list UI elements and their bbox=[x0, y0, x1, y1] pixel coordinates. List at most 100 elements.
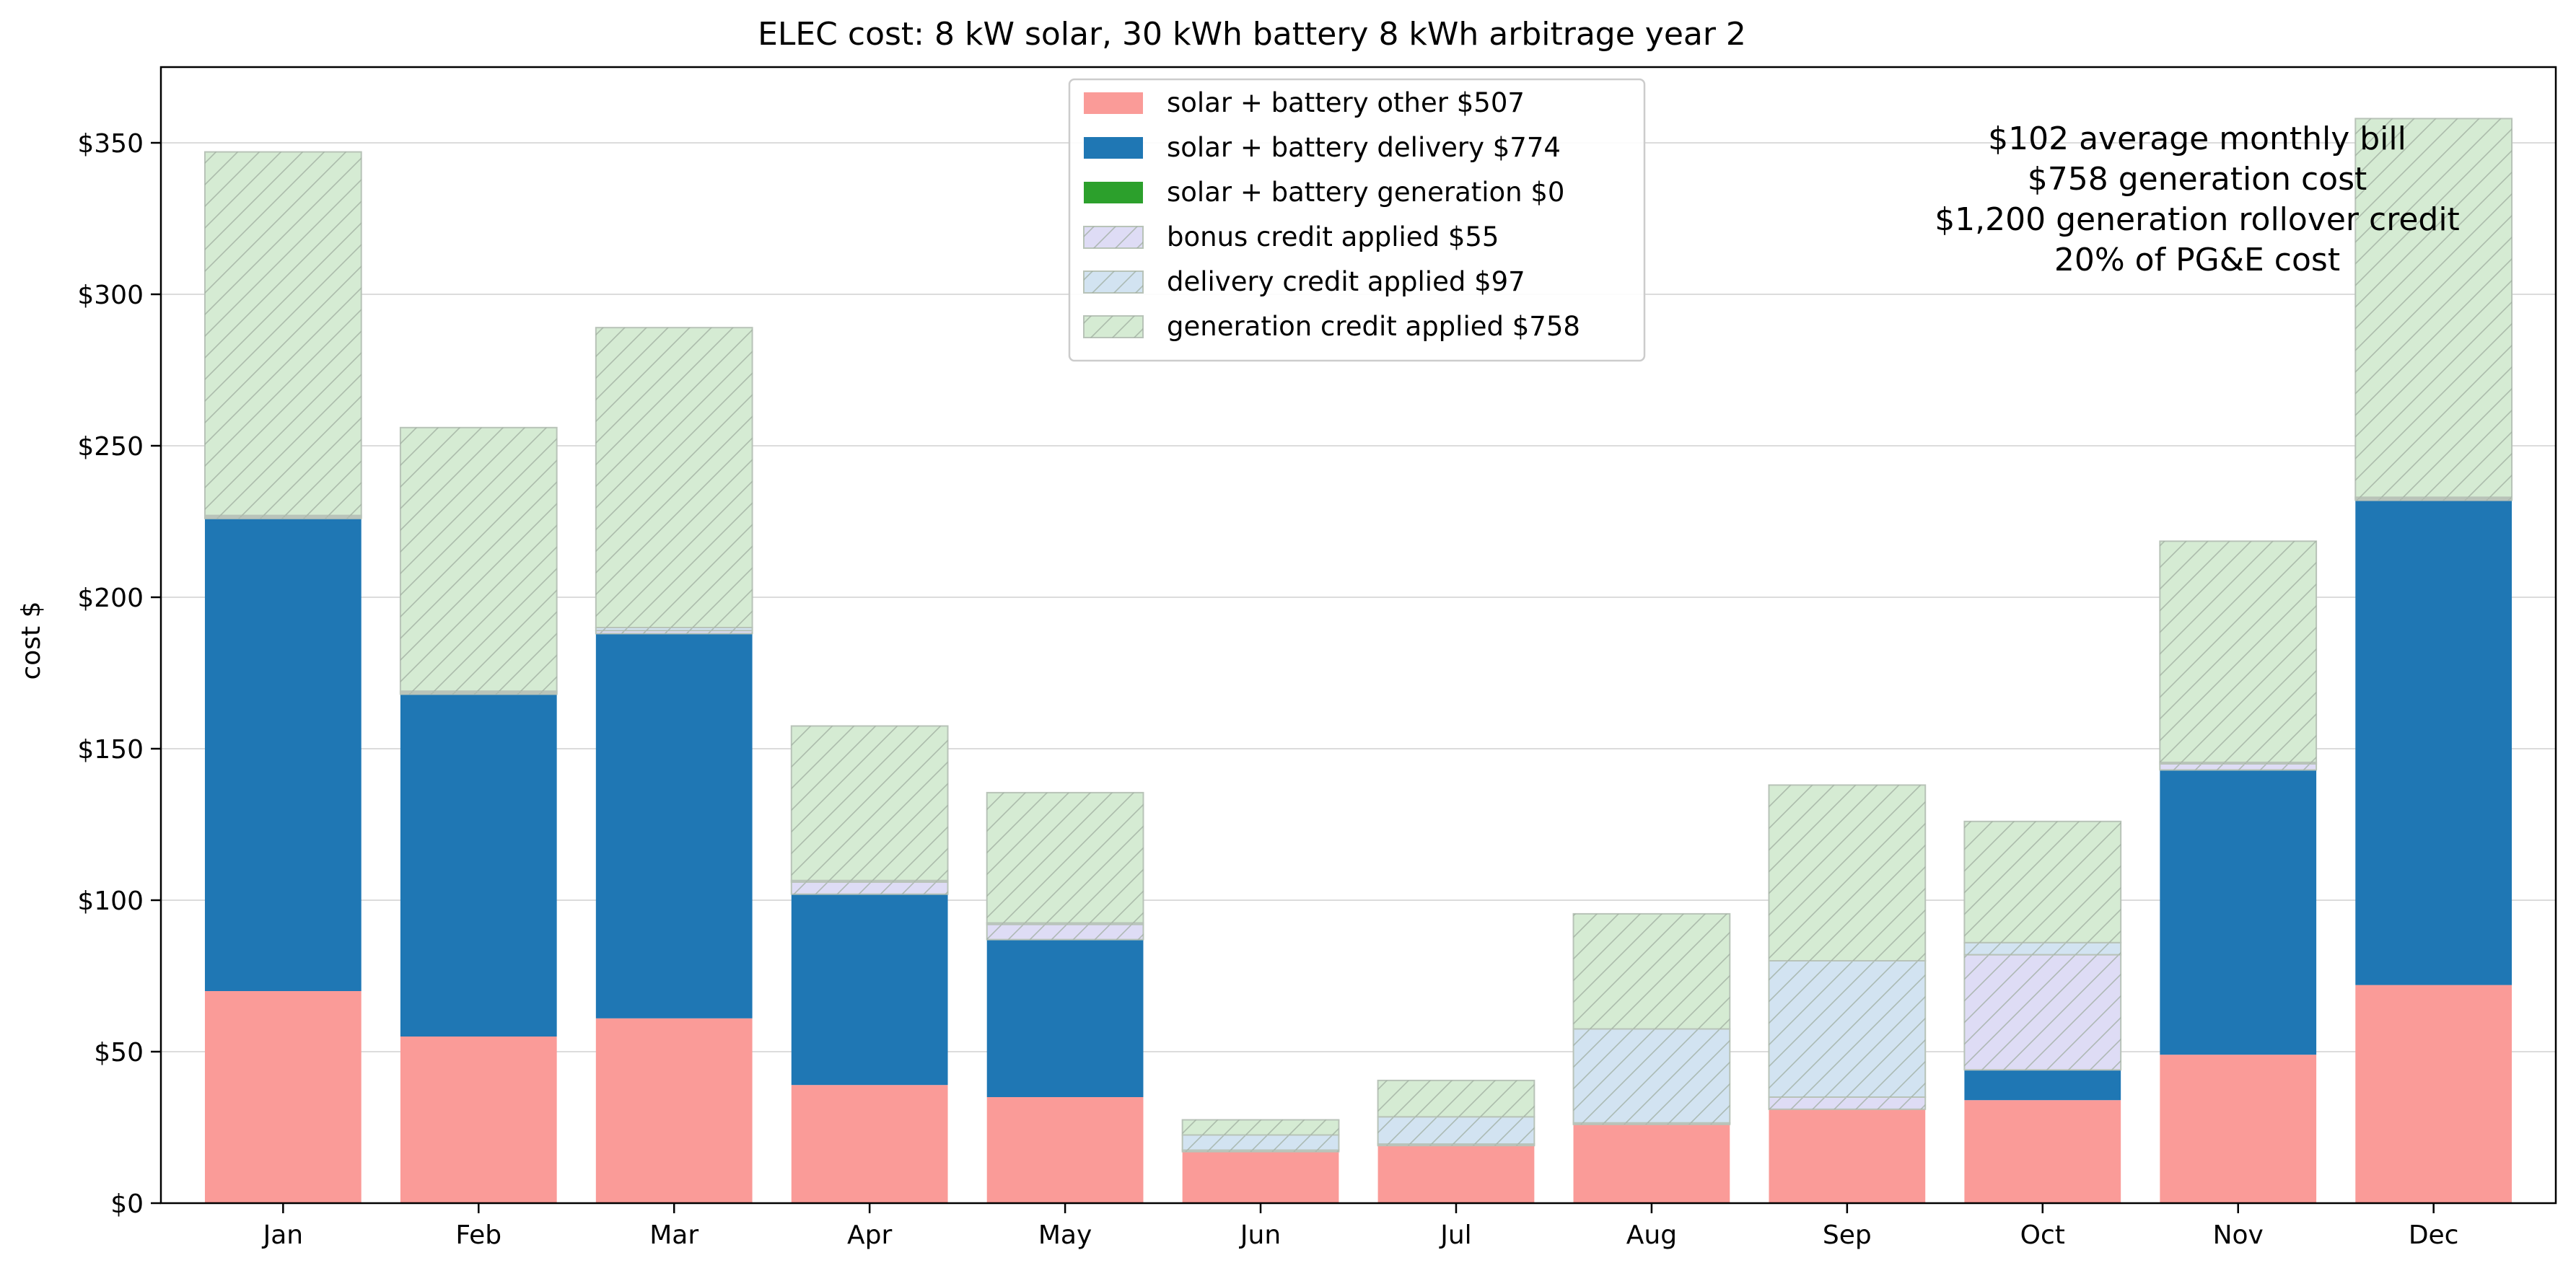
bar-oct-series-0 bbox=[1964, 1100, 2121, 1203]
legend-label: generation credit applied $758 bbox=[1167, 311, 1580, 342]
x-tick-label: Apr bbox=[847, 1220, 892, 1250]
bar-hatch-apr-series-4 bbox=[791, 880, 948, 882]
bar-hatch-feb-series-5 bbox=[400, 427, 557, 692]
y-tick-label: $100 bbox=[77, 886, 144, 916]
grid-lines bbox=[161, 142, 2556, 1204]
legend-swatch bbox=[1084, 182, 1143, 203]
bar-nov-series-1 bbox=[2160, 770, 2317, 1055]
bar-jan-series-1 bbox=[204, 518, 362, 991]
bar-apr-series-0 bbox=[791, 1085, 948, 1203]
annotations: $102 average monthly bill $758 generation… bbox=[1935, 120, 2460, 278]
x-tick-label: Jun bbox=[1239, 1220, 1281, 1250]
y-axis: $0 $50 $100 $150 $200 $250 $300 $350 bbox=[77, 129, 161, 1219]
legend-label: solar + battery generation $0 bbox=[1167, 177, 1564, 208]
bar-dec-series-0 bbox=[2355, 985, 2513, 1203]
bar-hatch-feb-series-3 bbox=[400, 692, 557, 695]
bar-nov-series-0 bbox=[2160, 1055, 2317, 1203]
bar-hatch-oct-series-3 bbox=[1964, 954, 2121, 1070]
bar-feb-series-1 bbox=[400, 694, 557, 1037]
y-tick-label: $350 bbox=[77, 129, 144, 159]
bar-hatch-feb-series-4 bbox=[400, 691, 557, 693]
bar-hatch-may-series-5 bbox=[986, 792, 1144, 923]
bar-aug-series-0 bbox=[1573, 1124, 1730, 1203]
bars bbox=[203, 118, 2513, 1203]
bar-hatch-jul-series-4 bbox=[1377, 1117, 1535, 1145]
x-tick-label: Jul bbox=[1439, 1220, 1471, 1250]
bar-hatch-sep-series-5 bbox=[1769, 785, 1926, 961]
annotation-line: 20% of PG&E cost bbox=[2054, 242, 2340, 278]
bar-hatch-mar-series-4 bbox=[595, 628, 753, 631]
bar-hatch-jan-series-3 bbox=[204, 516, 362, 519]
bar-hatch-jan-series-4 bbox=[204, 515, 362, 517]
bar-hatch-aug-series-3 bbox=[1573, 1122, 1730, 1125]
bar-apr-series-1 bbox=[791, 894, 948, 1086]
bar-mar-series-0 bbox=[595, 1018, 753, 1203]
x-tick-label: Oct bbox=[2020, 1220, 2065, 1250]
x-tick-label: May bbox=[1038, 1220, 1092, 1250]
annotation-line: $102 average monthly bill bbox=[1988, 120, 2406, 157]
y-axis-label: cost $ bbox=[17, 601, 46, 679]
bar-hatch-may-series-4 bbox=[986, 923, 1144, 925]
bar-hatch-jul-series-3 bbox=[1377, 1144, 1535, 1146]
bar-hatch-mar-series-5 bbox=[595, 327, 753, 628]
bar-hatch-dec-series-5 bbox=[2355, 118, 2513, 498]
bar-hatch-oct-series-4 bbox=[1964, 942, 2121, 955]
bar-may-series-1 bbox=[986, 939, 1144, 1097]
bar-hatch-jul-series-5 bbox=[1377, 1080, 1535, 1117]
bar-jun-series-0 bbox=[1182, 1151, 1339, 1203]
bar-feb-series-0 bbox=[400, 1037, 557, 1203]
x-tick-label: Dec bbox=[2409, 1220, 2459, 1250]
bar-hatch-apr-series-5 bbox=[791, 726, 948, 881]
bar-hatch-aug-series-4 bbox=[1573, 1029, 1730, 1123]
legend-swatch-hatch bbox=[1084, 226, 1143, 248]
x-tick-label: Sep bbox=[1823, 1220, 1872, 1250]
legend-label: delivery credit applied $97 bbox=[1167, 266, 1525, 297]
chart-title: ELEC cost: 8 kW solar, 30 kWh battery 8 … bbox=[758, 16, 1746, 53]
bar-hatch-jun-series-4 bbox=[1182, 1135, 1339, 1150]
annotation-line: $1,200 generation rollover credit bbox=[1935, 201, 2460, 238]
legend-swatch bbox=[1084, 137, 1143, 159]
x-axis: Jan Feb Mar Apr May Jun Jul Aug Sep Oct Nov Dec bbox=[262, 1203, 2459, 1250]
legend: solar + battery other $507 solar + batter… bbox=[1068, 78, 1646, 362]
y-tick-label: $50 bbox=[94, 1038, 144, 1068]
bar-hatch-jun-series-3 bbox=[1182, 1150, 1339, 1152]
bar-hatch-apr-series-3 bbox=[791, 881, 948, 894]
bar-dec-series-1 bbox=[2355, 500, 2513, 985]
x-tick-label: Jan bbox=[262, 1220, 304, 1250]
bar-hatch-nov-series-5 bbox=[2160, 541, 2317, 762]
bar-oct-series-1 bbox=[1964, 1070, 2121, 1101]
bar-hatch-jun-series-5 bbox=[1182, 1119, 1339, 1135]
y-tick-label: $200 bbox=[77, 584, 144, 613]
bar-jul-series-0 bbox=[1377, 1145, 1535, 1203]
bar-hatch-sep-series-3 bbox=[1769, 1097, 1926, 1109]
x-tick-label: Aug bbox=[1626, 1220, 1677, 1250]
legend-label: bonus credit applied $55 bbox=[1167, 221, 1499, 252]
bar-hatch-mar-series-3 bbox=[595, 630, 753, 634]
x-tick-label: Nov bbox=[2213, 1220, 2264, 1250]
bar-hatch-oct-series-5 bbox=[1964, 821, 2121, 943]
y-tick-label: $300 bbox=[77, 281, 144, 310]
legend-label: solar + battery delivery $774 bbox=[1167, 132, 1561, 163]
legend-swatch-hatch bbox=[1084, 271, 1143, 293]
bar-hatch-nov-series-4 bbox=[2160, 762, 2317, 764]
bar-hatch-aug-series-5 bbox=[1573, 913, 1730, 1029]
y-tick-label: $0 bbox=[110, 1189, 144, 1219]
x-tick-label: Mar bbox=[649, 1220, 698, 1250]
y-tick-label: $150 bbox=[77, 735, 144, 765]
bar-may-series-0 bbox=[986, 1097, 1144, 1203]
bar-hatch-may-series-3 bbox=[986, 924, 1144, 940]
y-tick-label: $250 bbox=[77, 432, 144, 462]
bar-jan-series-0 bbox=[204, 991, 362, 1203]
bar-sep-series-0 bbox=[1769, 1109, 1926, 1203]
legend-label: solar + battery other $507 bbox=[1167, 87, 1525, 118]
plot-frame bbox=[159, 66, 2557, 1205]
legend-box bbox=[1068, 78, 1646, 362]
x-tick-label: Feb bbox=[455, 1220, 501, 1250]
annotation-line: $758 generation cost bbox=[2028, 161, 2367, 198]
bar-hatch-jan-series-5 bbox=[204, 151, 362, 516]
bar-mar-series-1 bbox=[595, 633, 753, 1018]
bar-hatch-nov-series-3 bbox=[2160, 764, 2317, 770]
legend-swatch bbox=[1084, 92, 1143, 114]
legend-swatch-hatch bbox=[1084, 316, 1143, 338]
